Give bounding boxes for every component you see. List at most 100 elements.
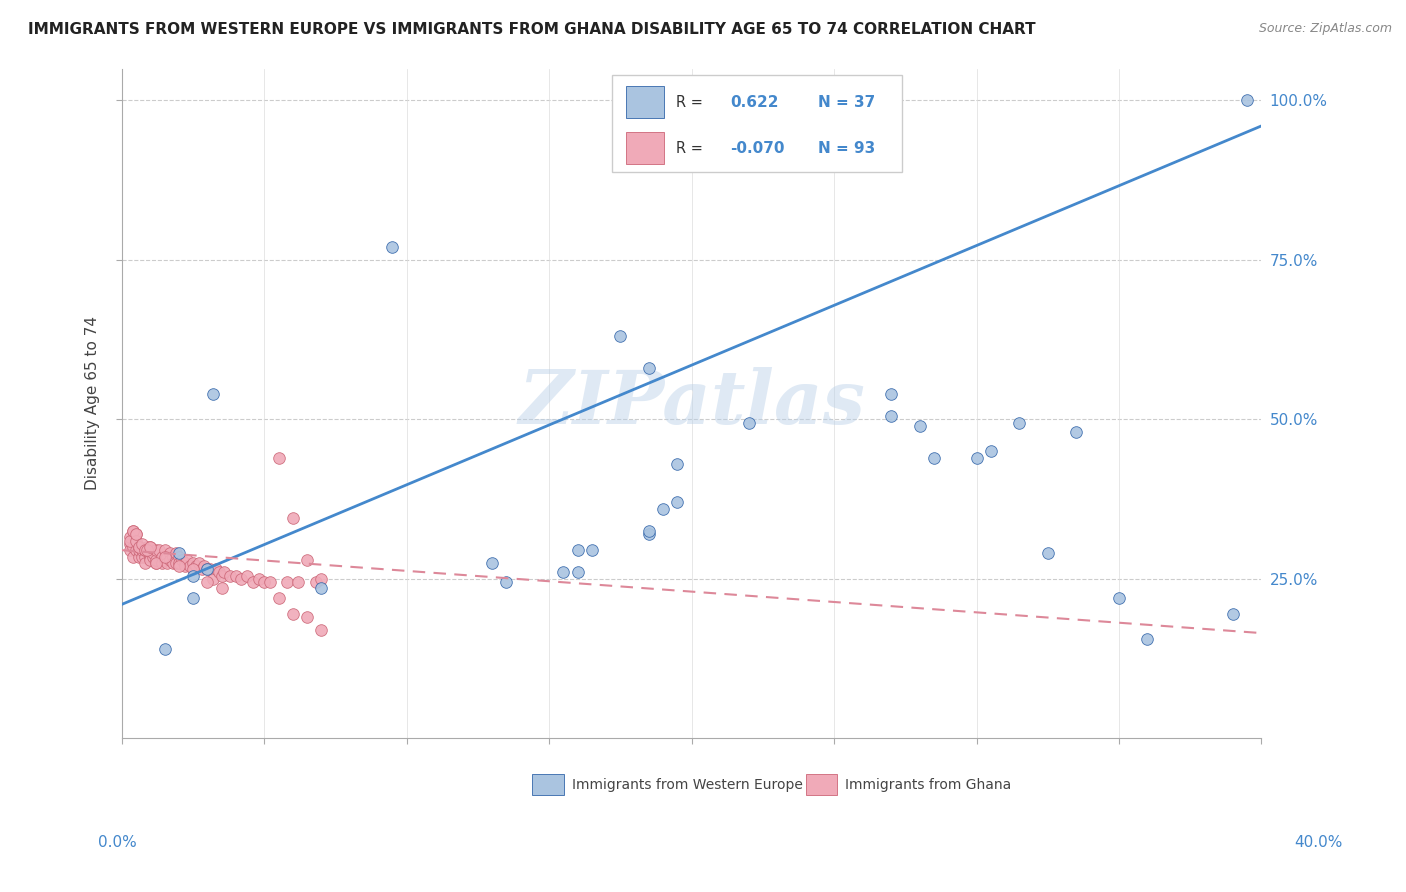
Point: [120, 537, 142, 551]
Point: [666, 495, 689, 509]
Point: [195, 575, 218, 590]
Point: [145, 552, 167, 566]
Point: [145, 556, 167, 570]
Point: [131, 543, 153, 558]
Point: [153, 543, 176, 558]
Point: [309, 572, 332, 586]
Point: [125, 527, 148, 541]
Point: [195, 562, 218, 576]
Point: [181, 556, 204, 570]
FancyBboxPatch shape: [612, 75, 903, 172]
Point: [136, 543, 159, 558]
Point: [136, 540, 159, 554]
Point: [156, 549, 179, 564]
Point: [134, 549, 156, 564]
Point: [267, 450, 290, 465]
Point: [167, 559, 190, 574]
Point: [167, 549, 190, 564]
Point: [1036, 546, 1059, 560]
Text: R =: R =: [676, 95, 703, 110]
Point: [162, 556, 184, 570]
Text: Immigrants from Western Europe: Immigrants from Western Europe: [572, 778, 803, 791]
Point: [150, 549, 173, 564]
Point: [247, 572, 270, 586]
Point: [139, 540, 162, 554]
Point: [1136, 632, 1159, 647]
Point: [1108, 591, 1130, 605]
Point: [880, 387, 903, 401]
Point: [128, 540, 150, 554]
Point: [187, 556, 209, 570]
Point: [276, 575, 298, 590]
Point: [198, 562, 221, 576]
Point: [638, 524, 661, 538]
Point: [159, 546, 181, 560]
Point: [219, 568, 242, 582]
Point: [201, 387, 224, 401]
Text: 0.622: 0.622: [730, 95, 779, 110]
Point: [281, 607, 304, 621]
Point: [567, 543, 589, 558]
Point: [922, 450, 945, 465]
Text: ZIPatlas: ZIPatlas: [519, 368, 865, 440]
Point: [120, 533, 142, 548]
Point: [966, 450, 988, 465]
Point: [156, 556, 179, 570]
FancyBboxPatch shape: [626, 132, 664, 164]
Point: [173, 559, 195, 574]
Point: [125, 537, 148, 551]
Point: [211, 582, 233, 596]
Point: [190, 562, 212, 576]
Point: [122, 524, 145, 538]
Point: [184, 559, 207, 574]
Text: -0.070: -0.070: [730, 141, 785, 155]
Point: [287, 575, 309, 590]
Point: [880, 409, 903, 424]
Point: [495, 575, 517, 590]
Point: [181, 591, 204, 605]
Point: [165, 546, 187, 560]
Point: [122, 524, 145, 538]
Point: [980, 444, 1002, 458]
Text: N = 93: N = 93: [818, 141, 876, 155]
Point: [181, 562, 204, 576]
Point: [242, 575, 264, 590]
Point: [231, 572, 253, 586]
Point: [128, 549, 150, 564]
Point: [304, 575, 326, 590]
FancyBboxPatch shape: [806, 774, 838, 796]
Point: [122, 549, 145, 564]
Point: [666, 457, 689, 471]
Point: [153, 549, 176, 564]
Y-axis label: Disability Age 65 to 74: Disability Age 65 to 74: [86, 317, 100, 491]
Point: [381, 240, 404, 254]
Point: [134, 543, 156, 558]
Point: [638, 361, 661, 376]
Point: [176, 552, 198, 566]
Point: [181, 568, 204, 582]
Point: [134, 543, 156, 558]
Point: [309, 582, 332, 596]
Point: [139, 552, 162, 566]
Point: [159, 552, 181, 566]
Point: [295, 552, 318, 566]
Point: [567, 566, 589, 580]
Point: [122, 540, 145, 554]
Point: [205, 562, 228, 576]
Point: [165, 556, 187, 570]
Point: [1222, 607, 1244, 621]
Point: [236, 568, 259, 582]
Point: [808, 112, 831, 127]
Point: [193, 559, 215, 574]
Point: [737, 416, 759, 430]
Point: [481, 556, 503, 570]
Point: [908, 418, 931, 433]
Point: [253, 575, 276, 590]
Point: [309, 623, 332, 637]
Point: [1008, 416, 1031, 430]
Point: [295, 610, 318, 624]
Point: [128, 540, 150, 554]
Point: [259, 575, 281, 590]
Point: [125, 543, 148, 558]
FancyBboxPatch shape: [531, 774, 564, 796]
